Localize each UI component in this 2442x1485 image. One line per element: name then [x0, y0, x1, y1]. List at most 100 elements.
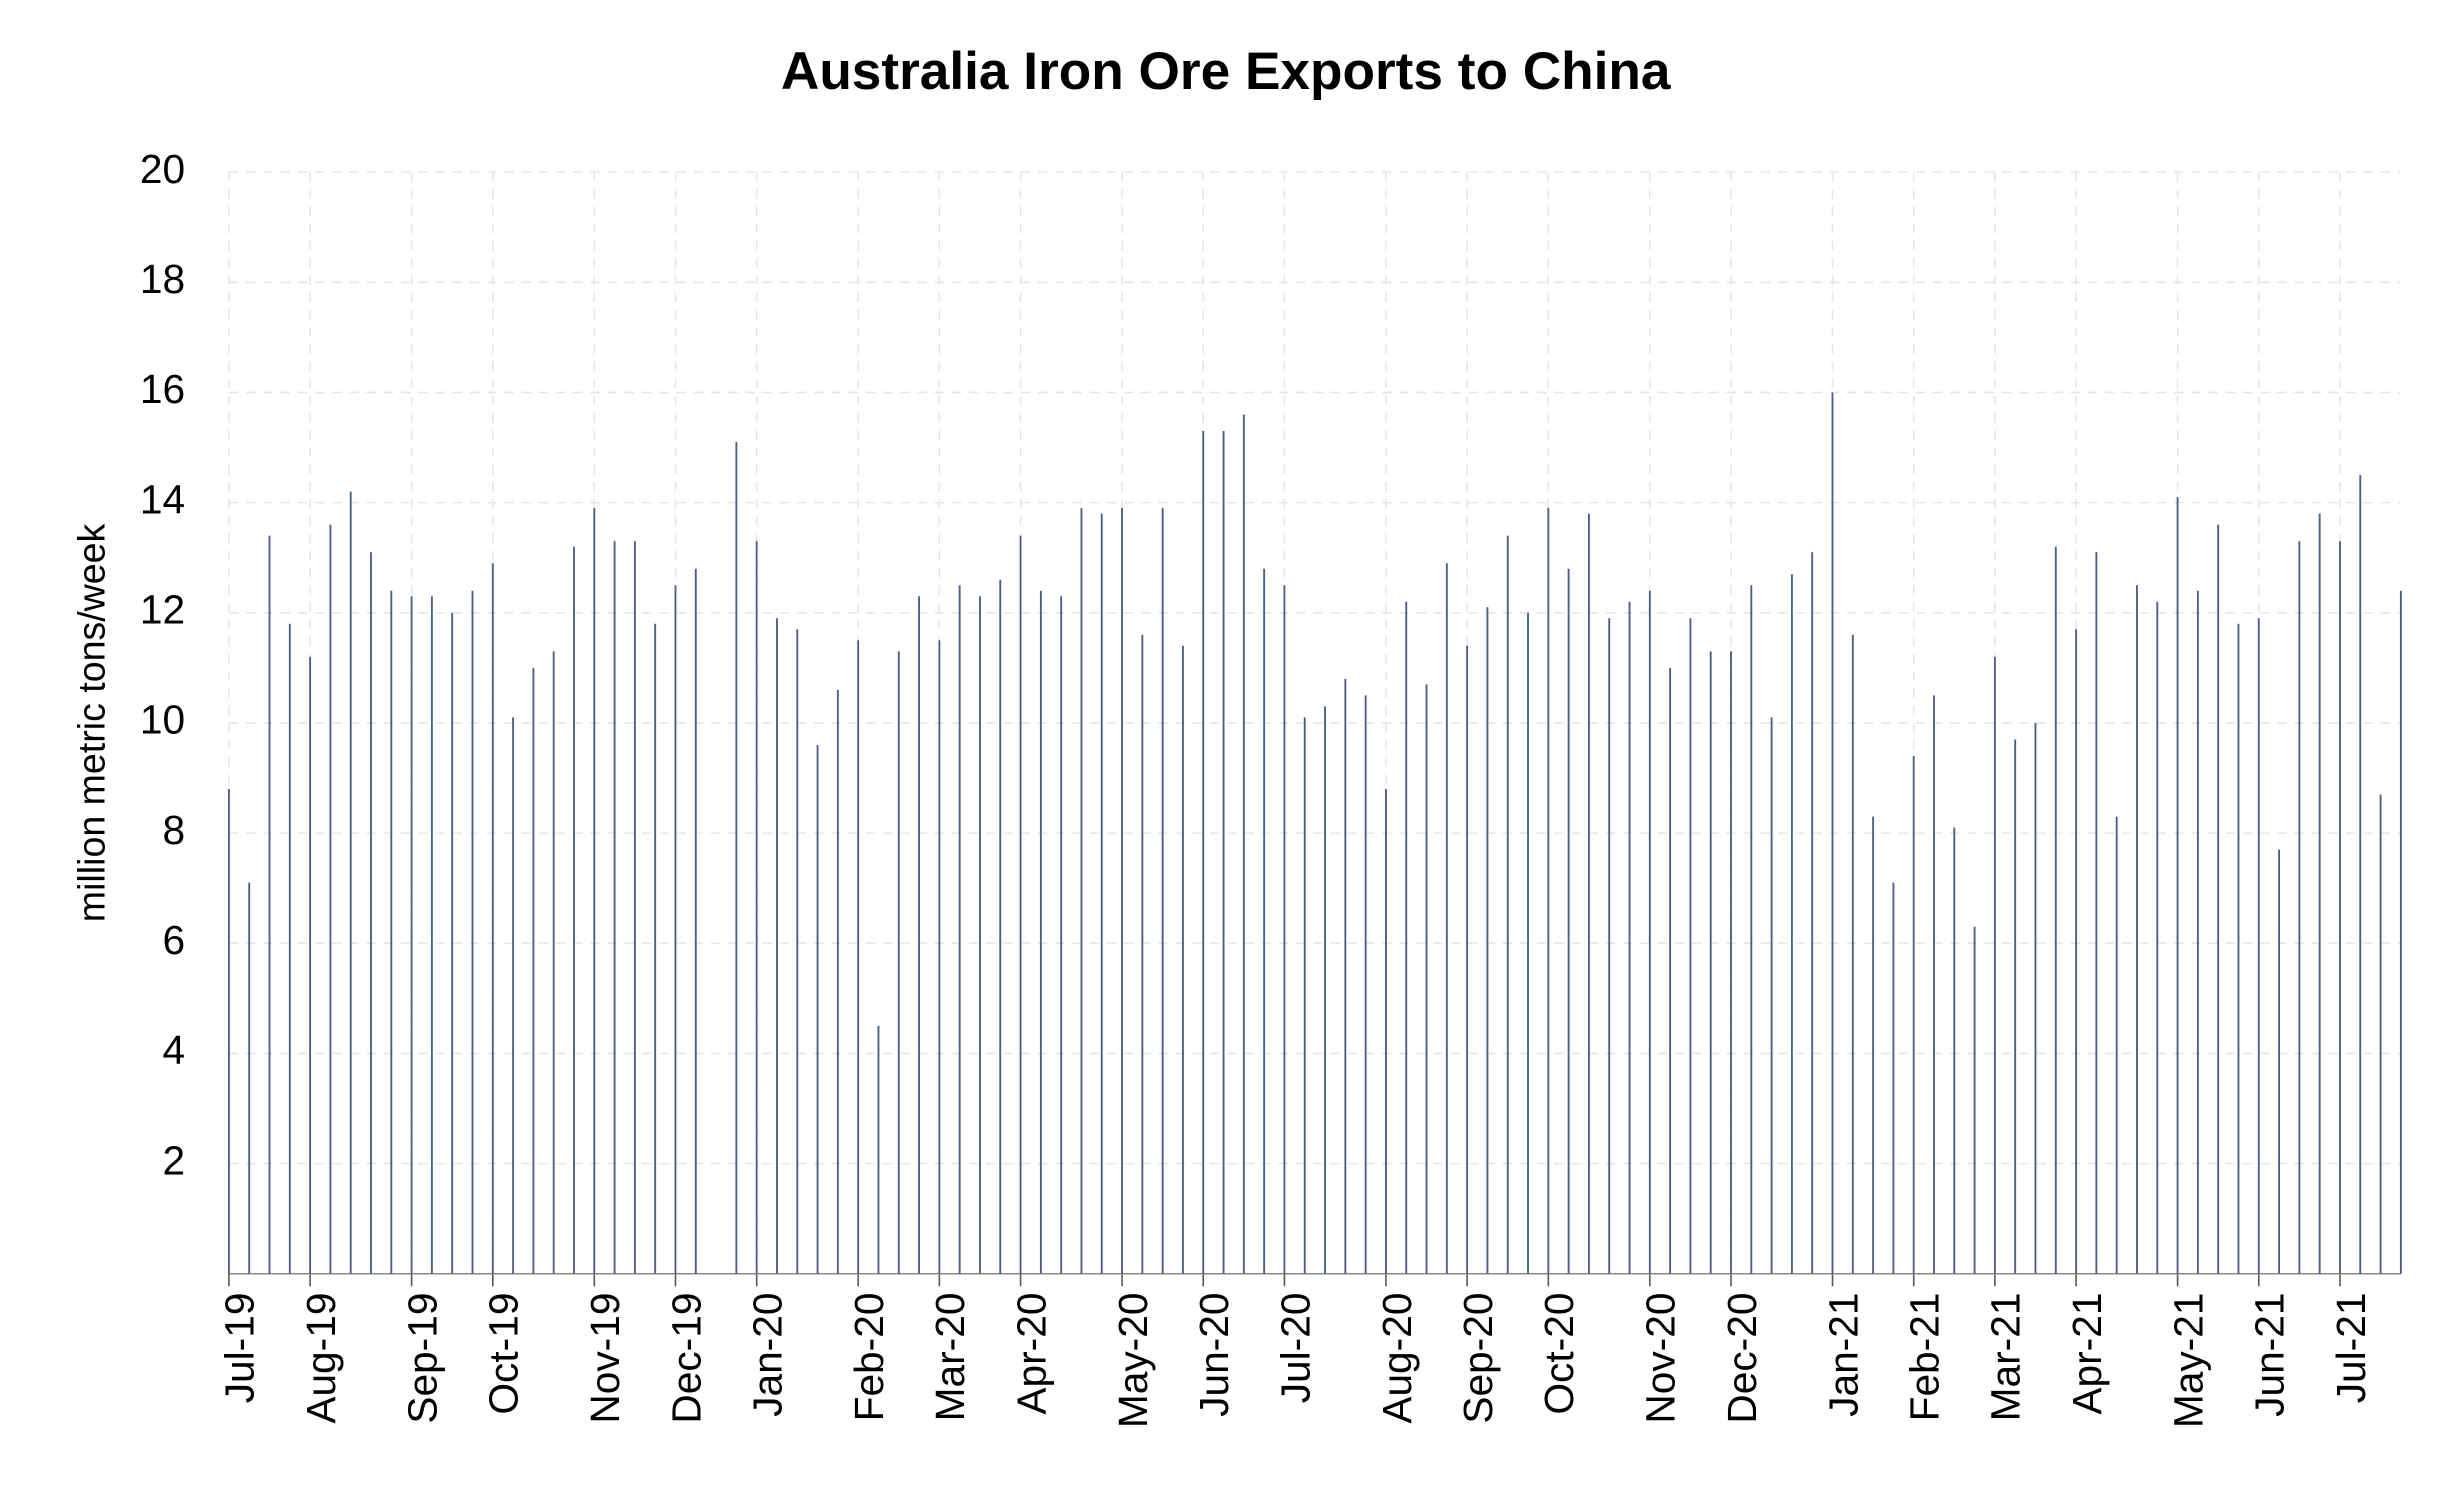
bar [1831, 392, 1834, 1274]
bar [451, 612, 454, 1274]
x-tick-label: Apr-20 [1008, 1293, 1054, 1415]
bar [2379, 794, 2382, 1274]
chart-title: Australia Iron Ore Exports to China [781, 42, 1671, 101]
bar [2298, 541, 2301, 1274]
x-tick-label: Aug-20 [1374, 1293, 1420, 1424]
bar [1790, 574, 1793, 1274]
bar [268, 535, 271, 1274]
bar [1161, 508, 1164, 1274]
bar [573, 546, 575, 1274]
bar [1445, 563, 1448, 1274]
bar [836, 689, 839, 1274]
bar [958, 585, 961, 1274]
x-tick-label: May-21 [2165, 1293, 2211, 1429]
bar [1953, 827, 1956, 1274]
bar [979, 596, 981, 1274]
x-tick-label: Mar-21 [1983, 1293, 2029, 1422]
bar [816, 744, 819, 1274]
bar [288, 623, 291, 1274]
bar [1709, 651, 1712, 1274]
bar [1263, 568, 1266, 1274]
bar [2257, 618, 2260, 1274]
x-tick-label: Aug-19 [298, 1293, 344, 1424]
bar [1344, 678, 1347, 1274]
bar [613, 541, 616, 1274]
bar [1364, 695, 1367, 1274]
bar [227, 789, 230, 1274]
bar [1283, 585, 1286, 1274]
bar [694, 568, 697, 1274]
bar [674, 585, 677, 1274]
bar [2095, 552, 2098, 1274]
bar [1648, 590, 1651, 1274]
y-tick-label: 12 [140, 587, 185, 633]
bar [1912, 755, 1915, 1274]
bar [2237, 623, 2240, 1274]
bar [1567, 568, 1570, 1274]
bar [1202, 431, 1205, 1274]
bar [1405, 601, 1408, 1274]
y-axis-label: million metric tons/week [70, 523, 112, 922]
bar [755, 541, 758, 1274]
bar [857, 640, 860, 1274]
bar [1851, 634, 1854, 1274]
bar [2075, 629, 2078, 1274]
x-tick-label: Feb-20 [846, 1293, 892, 1422]
bar [1587, 513, 1590, 1274]
bar [938, 640, 941, 1274]
bar [2196, 590, 2199, 1274]
bar [1242, 414, 1245, 1274]
x-tick-label: Apr-21 [2064, 1293, 2110, 1415]
bar [2014, 739, 2017, 1274]
bar [1141, 634, 1144, 1274]
bar [796, 629, 799, 1274]
y-tick-label: 2 [162, 1137, 185, 1183]
bar [2217, 524, 2220, 1274]
bar [471, 590, 474, 1274]
bar [593, 508, 596, 1274]
y-tick-label: 18 [140, 256, 185, 302]
x-tick-label: Jul-21 [2328, 1293, 2374, 1404]
bar [1770, 717, 1773, 1274]
bar [1466, 645, 1469, 1274]
y-tick-label: 4 [162, 1027, 185, 1073]
bar [2115, 816, 2118, 1274]
x-tick-label: Dec-19 [663, 1293, 709, 1424]
bar [1506, 535, 1509, 1274]
x-tick-label: Feb-21 [1902, 1293, 1948, 1422]
bar [430, 596, 433, 1274]
bar [2176, 497, 2179, 1274]
bar [1039, 590, 1042, 1274]
bar [1425, 684, 1428, 1274]
x-tick-label: Jun-20 [1191, 1293, 1237, 1417]
x-tick-label: Sep-19 [399, 1293, 445, 1424]
x-tick-label: Jan-20 [745, 1293, 791, 1417]
bar [2399, 590, 2402, 1274]
bar [370, 552, 372, 1274]
x-tick-label: Mar-20 [927, 1293, 973, 1422]
bar [1608, 618, 1611, 1274]
y-tick-label: 8 [162, 807, 185, 853]
bar [877, 1025, 880, 1274]
bar [309, 656, 312, 1274]
x-tick-label: May-20 [1110, 1293, 1156, 1429]
bar [1993, 656, 1996, 1274]
bar [1019, 535, 1022, 1274]
x-tick-label: Sep-20 [1455, 1293, 1501, 1424]
bar [2278, 849, 2281, 1274]
x-tick-label: Dec-20 [1719, 1293, 1765, 1424]
bar [2136, 585, 2138, 1274]
y-tick-label: 14 [140, 476, 185, 522]
bar [1324, 706, 1326, 1274]
bar [390, 590, 393, 1274]
bar [1384, 789, 1387, 1274]
y-tick-label: 20 [140, 146, 185, 192]
bar [552, 651, 555, 1274]
bar [1303, 717, 1306, 1274]
bar [1933, 695, 1935, 1274]
y-tick-label: 6 [162, 917, 185, 963]
bar [329, 524, 332, 1274]
bar [1750, 585, 1753, 1274]
